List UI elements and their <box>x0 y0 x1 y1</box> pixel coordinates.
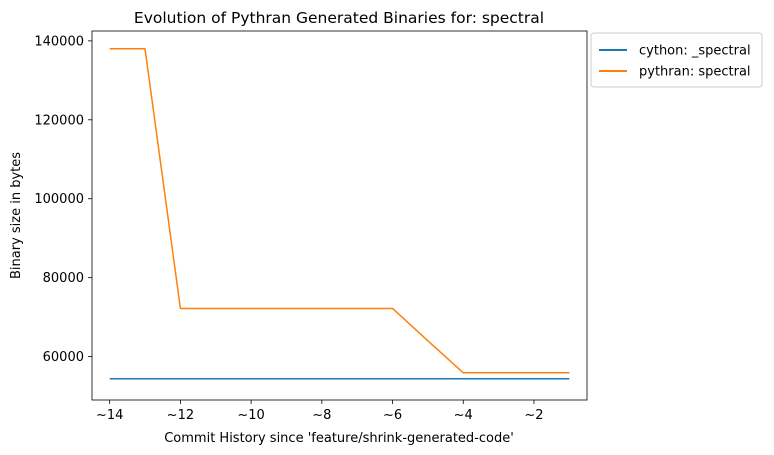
plot-area-frame <box>91 30 588 401</box>
legend: cython: _spectral pythran: spectral <box>590 32 763 88</box>
y-tick-label: 120000 <box>34 113 84 128</box>
y-axis: 60000 80000 100000 120000 140000 <box>34 34 92 365</box>
chart-title: Evolution of Pythran Generated Binaries … <box>134 9 544 27</box>
y-tick-label: 100000 <box>34 192 84 207</box>
x-tick-label: ~8 <box>312 408 331 423</box>
x-axis-label: Commit History since 'feature/shrink-gen… <box>164 431 514 446</box>
legend-label-cython: cython: _spectral <box>639 44 751 59</box>
legend-frame <box>590 32 763 88</box>
series-line-pythran <box>109 48 570 374</box>
x-tick-label: ~10 <box>237 408 264 423</box>
x-tick-label: ~2 <box>524 408 543 423</box>
plot-lines <box>109 48 570 380</box>
y-tick-label: 60000 <box>43 350 84 365</box>
legend-label-pythran: pythran: spectral <box>639 65 751 80</box>
x-tick-label: ~4 <box>454 408 473 423</box>
y-axis-label: Binary size in bytes <box>9 152 24 279</box>
y-tick-label: 80000 <box>43 271 84 286</box>
y-tick-label: 140000 <box>34 34 84 49</box>
x-tick-label: ~14 <box>96 408 123 423</box>
x-axis: ~14 ~12 ~10 ~8 ~6 ~4 ~2 <box>96 400 544 423</box>
x-tick-label: ~6 <box>383 408 402 423</box>
x-tick-label: ~12 <box>167 408 194 423</box>
